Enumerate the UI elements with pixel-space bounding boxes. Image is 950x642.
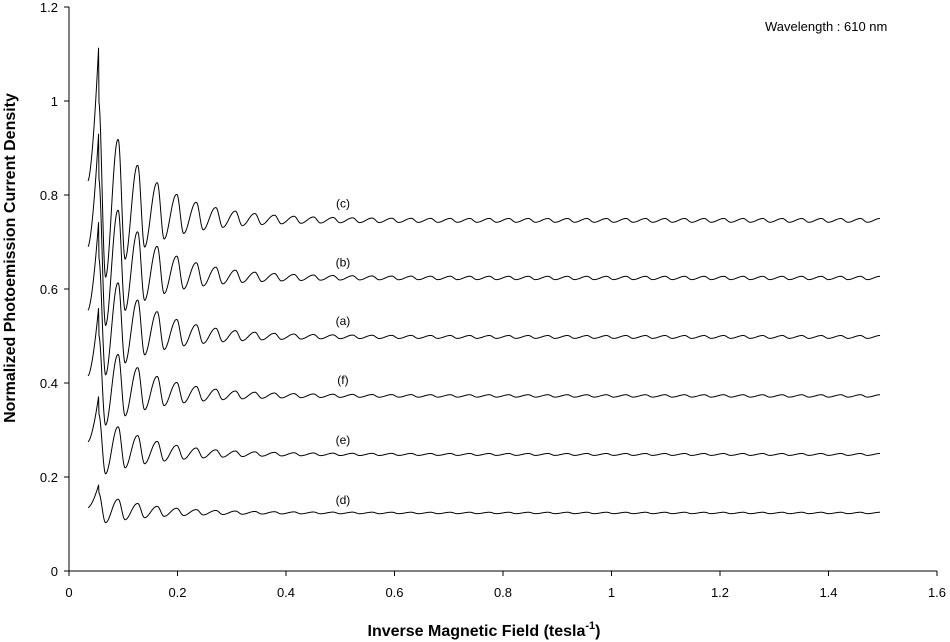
y-tick-label: 0.8	[40, 188, 58, 203]
x-axis-title: Inverse Magnetic Field (tesla-1)	[368, 620, 601, 640]
x-tick-label: 1.6	[928, 585, 946, 600]
series-label-f: (f)	[337, 373, 348, 387]
series-line-d	[87, 484, 881, 524]
x-tick-label: 0.6	[385, 585, 403, 600]
x-tick-label: 1.4	[819, 585, 837, 600]
x-axis-title-main: Inverse Magnetic Field (tesla	[368, 623, 586, 640]
x-tick-label: 0.4	[277, 585, 295, 600]
y-tick-label: 0.2	[40, 470, 58, 485]
series-group	[87, 47, 881, 524]
x-ticks: 0 0.2 0.4 0.6 0.8 1 1.2 1.4 1.6	[65, 571, 946, 600]
x-tick-label: 1	[608, 585, 615, 600]
x-tick-label: 0.8	[494, 585, 512, 600]
series-label-e: (e)	[336, 433, 351, 447]
y-tick-label: 1.2	[40, 0, 58, 15]
series-label-c: (c)	[336, 197, 350, 211]
y-tick-label: 0	[51, 564, 58, 579]
y-tick-label: 0.6	[40, 282, 58, 297]
series-line-f	[87, 307, 881, 426]
series-line-c	[87, 47, 881, 278]
series-label-b: (b)	[336, 255, 351, 269]
wavelength-annotation: Wavelength : 610 nm	[765, 19, 887, 34]
y-axis-title: Normalized Photoemission Current Density	[2, 93, 19, 423]
series-labels: (d) (e) (f) (a) (b) (c)	[336, 197, 351, 507]
x-tick-label: 1.2	[711, 585, 729, 600]
series-label-a: (a)	[336, 314, 351, 328]
x-tick-label: 0	[65, 585, 72, 600]
y-tick-label: 0.4	[40, 376, 58, 391]
x-axis-title-superscript: -1	[585, 620, 595, 632]
y-tick-label: 1	[51, 94, 58, 109]
series-line-e	[87, 396, 881, 475]
series-line-b	[87, 133, 881, 326]
x-axis-title-suffix: )	[595, 623, 600, 640]
y-ticks: 0 0.2 0.4 0.6 0.8 1 1.2	[40, 0, 69, 579]
series-line-a	[87, 221, 881, 376]
x-tick-label: 0.2	[168, 585, 186, 600]
series-label-d: (d)	[336, 493, 351, 507]
